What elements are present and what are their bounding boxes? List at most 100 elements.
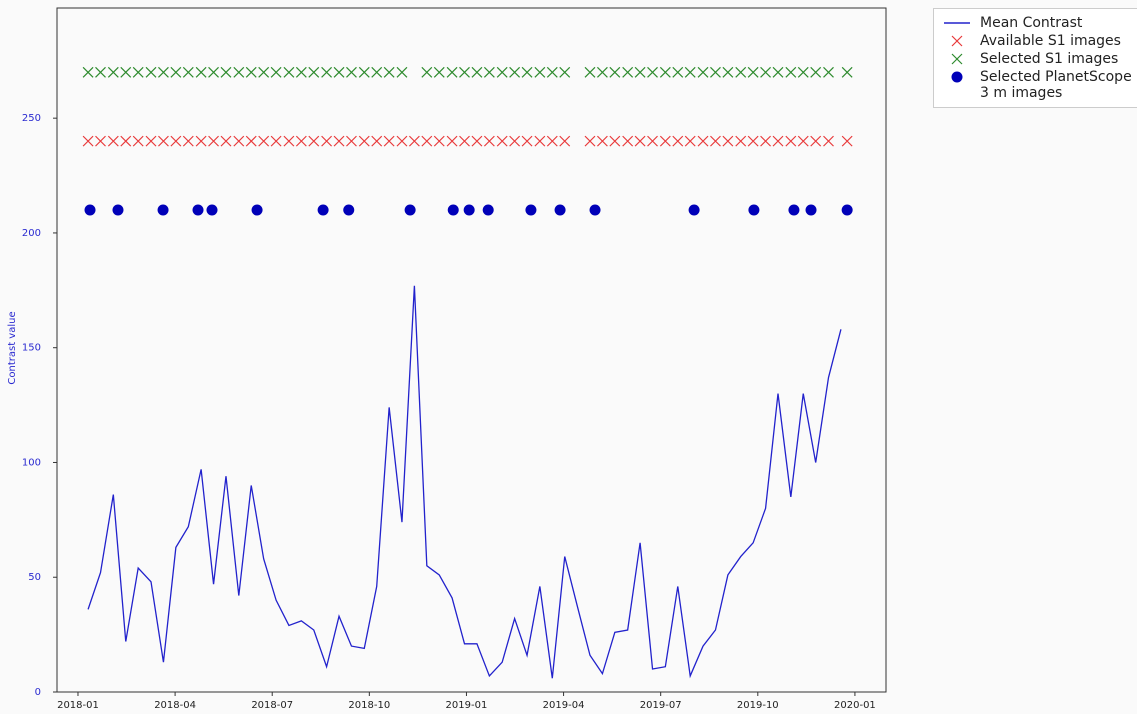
chart: Contrast value 0 50 100 150 200 250 2018-01 201… (7, 7, 887, 711)
legend-dot (951, 71, 963, 83)
x-marker (358, 135, 370, 147)
x-marker (659, 66, 671, 78)
x-marker (634, 135, 646, 147)
legend-item: Selected S1 images (942, 51, 1137, 67)
x-marker (772, 135, 784, 147)
x-marker (295, 135, 307, 147)
x-marker (95, 135, 106, 147)
x-marker (270, 135, 282, 147)
x-marker (145, 135, 157, 147)
x-marker (145, 66, 157, 78)
x-marker (132, 66, 144, 78)
legend-swatch (951, 53, 963, 65)
x-marker (396, 135, 408, 147)
y-tick-label: 250 (22, 113, 41, 124)
x-marker (107, 66, 119, 78)
dot-marker (589, 204, 601, 216)
x-marker (810, 66, 822, 78)
x-marker (258, 135, 270, 147)
x-marker (321, 66, 333, 78)
x-marker (697, 66, 709, 78)
y-axis-label: Contrast value (7, 311, 18, 384)
y-tick-label: 200 (22, 228, 41, 239)
x-marker (584, 66, 596, 78)
x-marker (82, 135, 94, 147)
x-marker (220, 135, 232, 147)
x-tick-label: 2018-10 (348, 700, 390, 711)
x-tick-label: 2018-07 (251, 700, 293, 711)
x-tick-label: 2018-04 (154, 700, 196, 711)
dot-marker (841, 204, 853, 216)
x-marker (308, 66, 320, 78)
x-marker (659, 135, 671, 147)
x-marker (245, 66, 257, 78)
dot-marker (404, 204, 416, 216)
line (87, 285, 842, 679)
x-tick-label: 2018-01 (57, 700, 99, 711)
y-tick-label: 0 (35, 687, 41, 698)
y-tick-label: 50 (28, 572, 41, 583)
x-marker (823, 66, 834, 78)
x-marker (596, 66, 608, 78)
x-marker (446, 135, 458, 147)
legend-x (951, 35, 963, 47)
x-marker (433, 135, 445, 147)
x-marker (760, 135, 771, 147)
x-marker (371, 66, 383, 78)
x-marker (710, 135, 721, 147)
x-marker (433, 66, 445, 78)
x-marker (283, 66, 295, 78)
dot-marker (343, 204, 355, 216)
x-marker (396, 66, 408, 78)
legend-swatch (951, 71, 963, 83)
x-marker (358, 66, 370, 78)
x-marker (459, 66, 470, 78)
x-marker (521, 66, 533, 78)
x-marker (95, 66, 106, 78)
legend-item: Selected PlanetScope 3 m images (942, 69, 1137, 101)
dot-marker (84, 204, 96, 216)
x-marker (245, 135, 257, 147)
x-marker (383, 135, 395, 147)
x-marker (546, 66, 558, 78)
x-marker (735, 135, 747, 147)
x-marker (283, 135, 295, 147)
x-marker (584, 135, 596, 147)
dot-marker (554, 204, 566, 216)
x-marker (596, 135, 608, 147)
x-marker (797, 66, 809, 78)
y-tick-label: 100 (22, 457, 41, 468)
x-marker (684, 66, 696, 78)
x-marker (697, 135, 709, 147)
x-marker (421, 135, 433, 147)
x-marker (722, 66, 734, 78)
x-marker (609, 135, 621, 147)
x-marker (534, 135, 546, 147)
x-marker (509, 135, 521, 147)
x-marker (722, 135, 734, 147)
dot-marker (748, 204, 760, 216)
x-marker (107, 135, 119, 147)
dot-marker (525, 204, 537, 216)
x-marker (182, 135, 194, 147)
x-marker (258, 66, 270, 78)
x-marker (841, 135, 853, 147)
x-tick-label: 2019-10 (737, 700, 779, 711)
x-marker (308, 135, 320, 147)
x-marker (120, 66, 132, 78)
x-marker (509, 66, 521, 78)
x-marker (496, 135, 508, 147)
x-marker (170, 135, 182, 147)
legend-x (951, 53, 963, 65)
dot-marker (805, 204, 817, 216)
x-marker (546, 135, 558, 147)
x-marker (270, 66, 282, 78)
y-tick-label: 150 (22, 343, 41, 354)
x-marker (346, 66, 357, 78)
dot-marker (447, 204, 459, 216)
legend-swatch (951, 35, 963, 47)
x-marker (747, 135, 759, 147)
x-tick-label: 2019-01 (446, 700, 488, 711)
dot-marker (206, 204, 218, 216)
x-marker (647, 66, 658, 78)
